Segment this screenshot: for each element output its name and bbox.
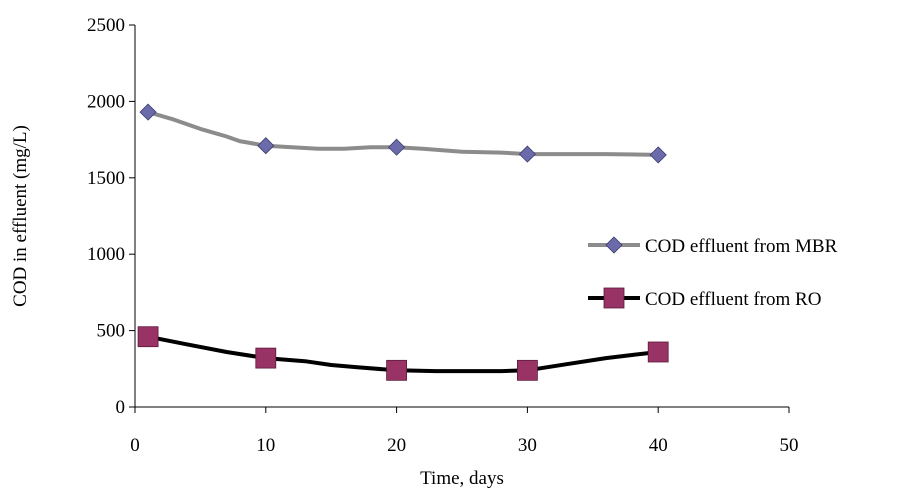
x-axis-ticks: 0 10 20 30 40 50 [130, 407, 799, 456]
data-point-marker [517, 359, 538, 381]
y-tick-label: 1500 [87, 168, 125, 189]
x-tick-label: 50 [780, 435, 799, 456]
data-point-marker [518, 145, 536, 163]
data-point-marker [255, 347, 277, 369]
x-tick-label: 10 [256, 435, 275, 456]
x-tick-label: 0 [130, 435, 140, 456]
y-tick-label: 500 [97, 321, 126, 342]
y-tick-label: 0 [116, 397, 126, 418]
y-tick-label: 2000 [87, 91, 125, 112]
series-layer [137, 103, 669, 381]
x-tick-label: 40 [649, 435, 668, 456]
data-point-marker [257, 137, 275, 155]
series-line [146, 334, 661, 374]
data-point-marker [137, 326, 159, 348]
legend-item-ro: COD effluent from RO [588, 287, 821, 310]
y-axis-label: COD in effluent (mg/L) [10, 125, 31, 307]
x-tick-label: 20 [387, 435, 406, 456]
axes [134, 25, 789, 408]
data-point-marker [647, 341, 669, 363]
legend: COD effluent from MBR COD effluent from R… [588, 236, 838, 310]
data-point-marker [386, 359, 408, 381]
x-axis-label: Time, days [420, 468, 504, 489]
y-tick-label: 1000 [87, 244, 125, 265]
series-ro [137, 326, 669, 381]
data-point-marker [649, 146, 667, 164]
data-point-marker [388, 138, 406, 156]
legend-item-mbr: COD effluent from MBR [588, 236, 838, 257]
x-tick-label: 30 [518, 435, 537, 456]
data-point-marker [139, 103, 157, 121]
y-tick-label: 2500 [87, 15, 125, 36]
legend-label: COD effluent from RO [645, 289, 821, 310]
legend-label: COD effluent from MBR [645, 236, 838, 257]
series-mbr [139, 103, 667, 164]
legend-marker-swatch [603, 287, 625, 309]
y-axis-ticks: 0 500 1000 1500 2000 2500 [87, 15, 135, 418]
legend-marker-swatch [605, 236, 623, 254]
